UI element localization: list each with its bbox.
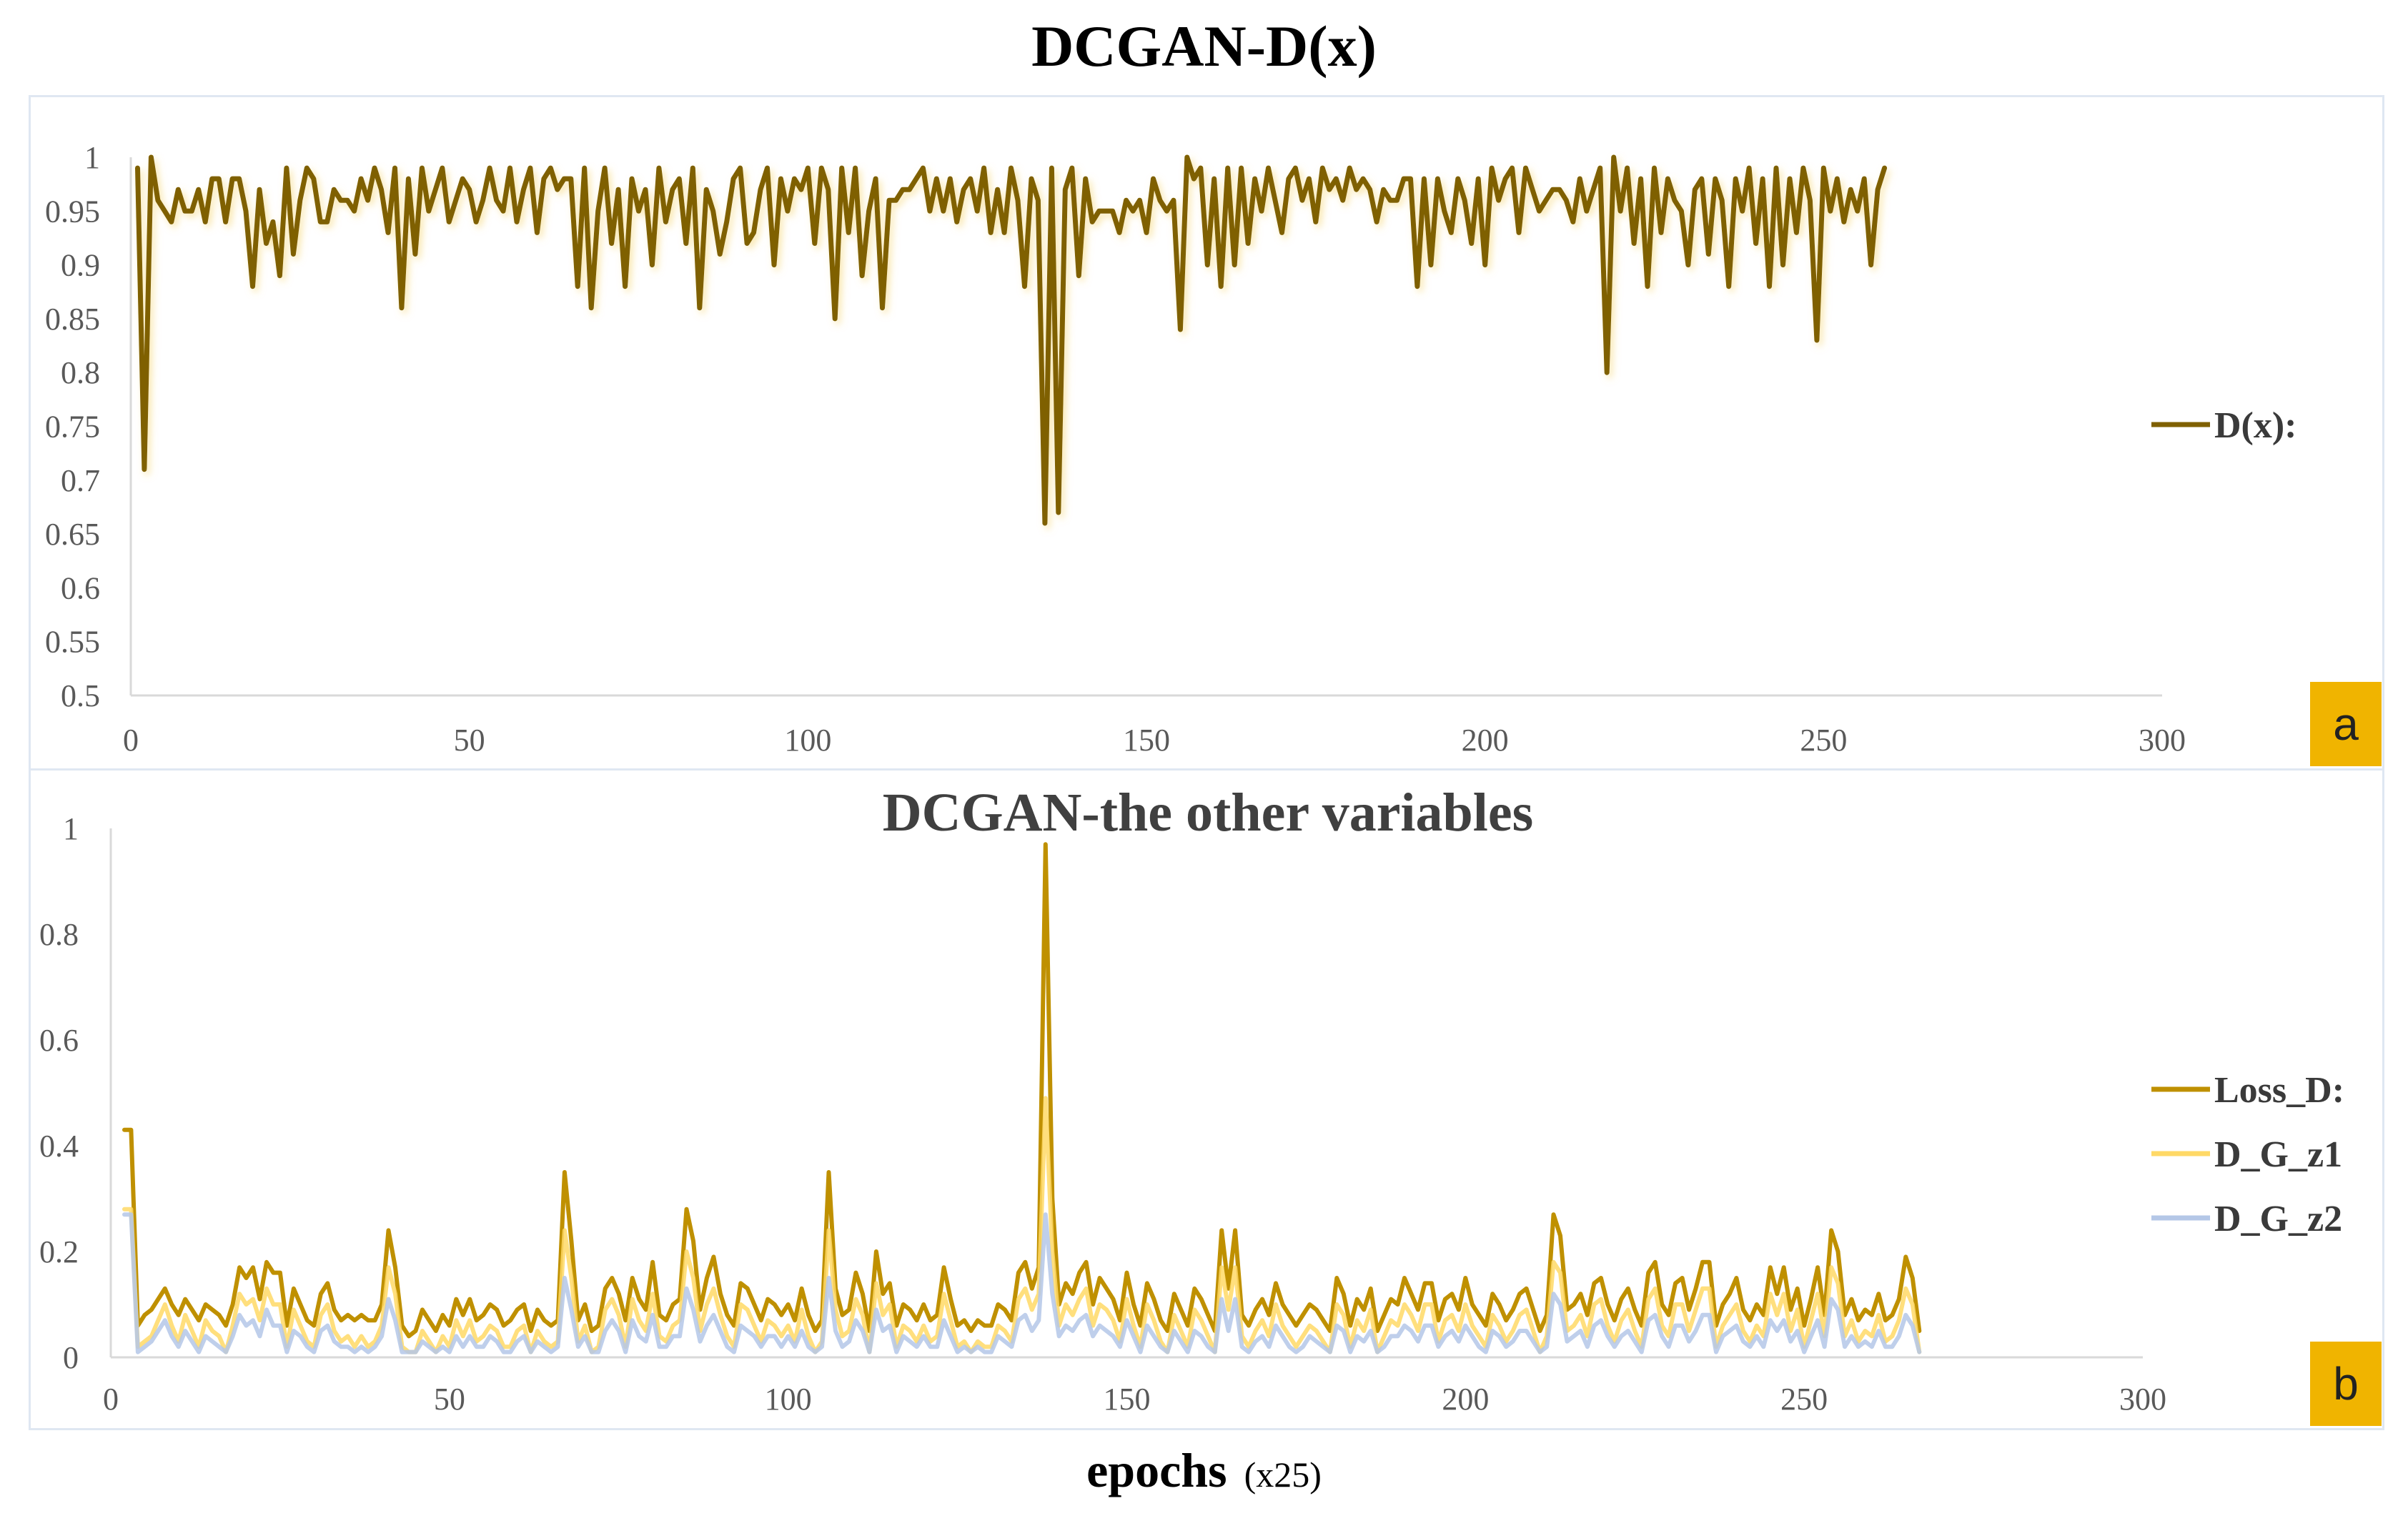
- chart-a-plot: 0.5 0.55 0.6 0.65 0.7 0.75 0.8 0.85 0.9 0.95 1 0 50 1…: [45, 140, 2297, 758]
- y-tick-label: 0: [63, 1340, 79, 1375]
- x-tick-label: 300: [2139, 723, 2186, 758]
- panel-a-badge: a: [2310, 682, 2382, 766]
- x-axis-label-unit: (x25): [1244, 1455, 1322, 1495]
- x-tick-label: 300: [2119, 1382, 2166, 1417]
- y-tick-label: 0.8: [61, 355, 100, 390]
- y-tick-label: 0.75: [45, 410, 100, 445]
- x-tick-label: 200: [1442, 1382, 1489, 1417]
- series-line-d-x: [135, 154, 1888, 526]
- x-tick-label: 50: [454, 723, 485, 758]
- x-tick-label: 100: [765, 1382, 812, 1417]
- y-tick-label: 1: [84, 140, 100, 175]
- x-tick-label: 150: [1123, 723, 1170, 758]
- series-line-loss-d: [122, 842, 1922, 1339]
- x-tick-label: 0: [123, 723, 139, 758]
- y-tick-label: 0.9: [61, 248, 100, 283]
- y-tick-label: 0.7: [61, 463, 100, 498]
- y-tick-label: 0.65: [45, 517, 100, 552]
- y-tick-label: 0.95: [45, 194, 100, 229]
- y-tick-label: 0.85: [45, 302, 100, 337]
- chart-b-title: DCGAN-the other variables: [883, 783, 1533, 843]
- x-tick-label: 0: [103, 1382, 119, 1417]
- legend-label-loss-d: Loss_D:: [2214, 1070, 2344, 1111]
- y-tick-label: 0.8: [39, 917, 79, 952]
- series-line-d-g-z2: [122, 1212, 1922, 1354]
- y-tick-label: 0.55: [45, 625, 100, 660]
- x-tick-label: 250: [1800, 723, 1847, 758]
- x-axis-label-main: epochs: [1086, 1443, 1227, 1497]
- y-tick-label: 0.6: [61, 570, 100, 605]
- chart-b-plot: DCGAN-the other variables00.20.40.60.810…: [39, 783, 2344, 1417]
- x-tick-label: 50: [434, 1382, 465, 1417]
- chart-a-title: DCGAN-D(x): [1031, 14, 1377, 79]
- y-tick-label: 0.2: [39, 1234, 79, 1269]
- x-axis-label: epochs (x25): [0, 1442, 2408, 1499]
- legend-label-d-g-z2: D_G_z2: [2214, 1199, 2342, 1239]
- y-tick-label: 0.6: [39, 1023, 79, 1058]
- legend-label-d-x: D(x):: [2214, 405, 2297, 446]
- y-tick-label: 0.4: [39, 1129, 79, 1164]
- x-tick-label: 250: [1780, 1382, 1828, 1417]
- y-tick-label: 1: [63, 811, 79, 846]
- x-tick-label: 100: [784, 723, 831, 758]
- y-tick-label: 0.5: [61, 678, 100, 713]
- x-tick-label: 150: [1104, 1382, 1151, 1417]
- panel-b-badge: b: [2310, 1342, 2382, 1426]
- legend-label-d-g-z1: D_G_z1: [2214, 1134, 2342, 1175]
- series-line-d-g-z1: [122, 1096, 1922, 1354]
- x-tick-label: 200: [1462, 723, 1509, 758]
